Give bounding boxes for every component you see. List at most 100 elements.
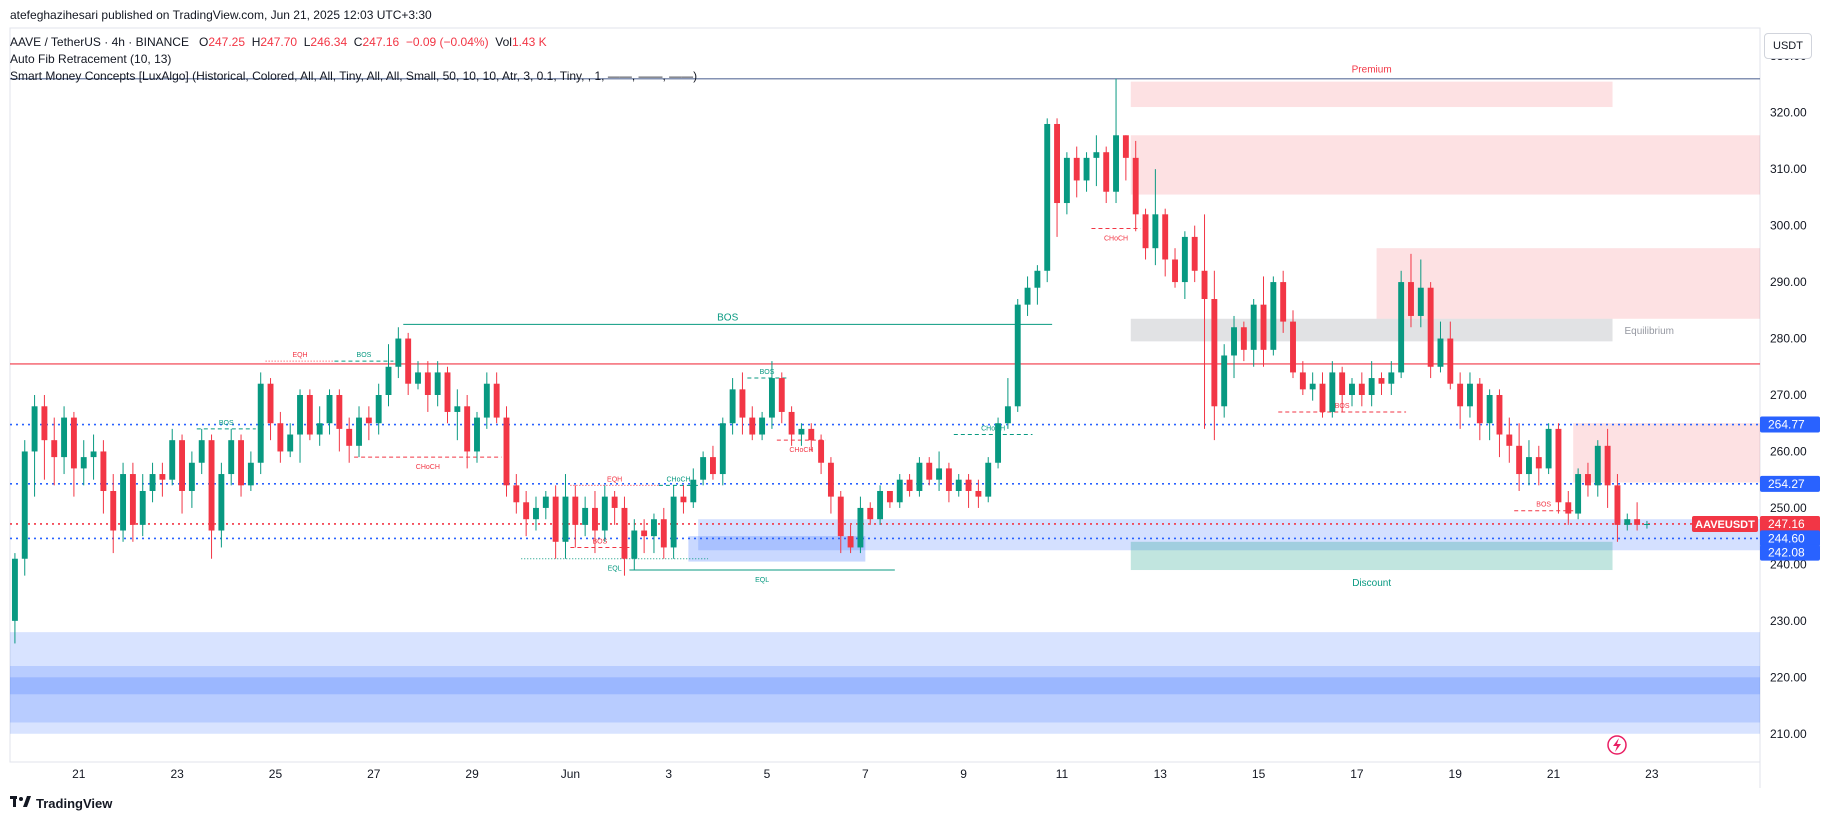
x-tick-label: 3 [665, 767, 672, 781]
candle-body [582, 507, 589, 525]
candle-body [916, 462, 923, 491]
candle-body [21, 451, 28, 559]
candle-body [621, 507, 628, 559]
x-tick-label: 5 [764, 767, 771, 781]
candle-body [110, 490, 117, 531]
candle-body [788, 411, 795, 435]
candle-body [444, 372, 451, 412]
y-tick-label: 250.00 [1770, 501, 1807, 515]
zone-box [688, 536, 866, 562]
close-label: C [353, 35, 363, 49]
candle-body [798, 428, 805, 435]
candle-body [1486, 395, 1493, 424]
candle-body [100, 451, 107, 491]
candle-body [503, 417, 510, 486]
candle-body [1290, 321, 1296, 373]
candle-body [297, 395, 303, 435]
candle-body [837, 496, 844, 537]
x-tick-label: 29 [465, 767, 479, 781]
zone-box [1376, 248, 1760, 319]
candle-body [1191, 236, 1198, 271]
structure-label: BOS [1536, 502, 1551, 509]
candle-body [120, 474, 127, 531]
structure-label: EQH [292, 352, 307, 359]
close-value: 247.16 [362, 35, 400, 49]
candle-body [1565, 502, 1572, 514]
candle-body [641, 530, 648, 537]
candle-body [149, 474, 156, 491]
candle-body [247, 462, 254, 486]
candle-body [660, 519, 667, 548]
y-tick-label: 290.00 [1770, 275, 1807, 289]
candle-body [483, 383, 490, 418]
x-tick-label: 21 [72, 767, 86, 781]
candle-body [1034, 270, 1041, 288]
tradingview-logo-icon [10, 796, 32, 811]
y-tick-label: 240.00 [1770, 557, 1807, 571]
candle-body [1201, 270, 1208, 300]
candle-body [129, 474, 136, 525]
x-tick-label: 23 [170, 767, 184, 781]
candle-body [1358, 383, 1365, 395]
x-tick-label: 27 [367, 767, 381, 781]
candle-body [1132, 157, 1139, 215]
candle-body [611, 496, 618, 508]
candle-body [336, 395, 343, 429]
candle-body [1221, 355, 1228, 407]
x-tick-label: 15 [1252, 767, 1266, 781]
low-value: 246.34 [310, 35, 348, 49]
candle-body [1594, 445, 1601, 486]
candle-body [1526, 457, 1532, 475]
candle-body [710, 457, 716, 475]
candle-body [1231, 327, 1237, 356]
candle-body [11, 558, 18, 621]
candle-body [886, 490, 893, 503]
candle-body [41, 406, 48, 441]
symbol-legend[interactable]: AAVE / TetherUS · 4h · BINANCE O247.25 H… [10, 35, 547, 49]
tradingview-logo[interactable]: TradingView [10, 796, 112, 811]
candle-body [985, 462, 992, 497]
change-value: −0.09 (−0.04%) [405, 35, 489, 49]
candle-body [749, 417, 756, 435]
structure-label: EQH [607, 476, 622, 483]
open-value: 247.25 [208, 35, 246, 49]
candle-body [434, 372, 441, 395]
zone-box [1130, 541, 1613, 571]
candle-body [1575, 474, 1582, 514]
candle-body [1467, 383, 1473, 407]
x-tick-label: 11 [1056, 767, 1069, 781]
candle-body [768, 378, 775, 418]
candle-body [562, 496, 569, 542]
candle-body [1545, 428, 1552, 469]
candle-body [739, 389, 746, 418]
candle-body [454, 406, 461, 412]
candle-body [601, 496, 608, 531]
price-tag [1760, 544, 1820, 561]
low-label: L [303, 35, 311, 49]
candle-body [995, 423, 1002, 463]
candle-body [424, 372, 431, 395]
candle-body [926, 462, 933, 480]
candle-body [1063, 157, 1070, 204]
structure-label: CHoCH [1104, 235, 1128, 242]
x-tick-label: 13 [1154, 767, 1168, 781]
currency-button[interactable]: USDT [1764, 33, 1812, 59]
candle-body [277, 423, 284, 452]
candle-body [513, 485, 520, 503]
candle-body [385, 366, 392, 395]
y-tick-label: 280.00 [1770, 332, 1807, 346]
candle-body [827, 462, 834, 497]
indicator-fib-legend[interactable]: Auto Fib Retracement (10, 13) [10, 52, 172, 66]
candle-body [1181, 236, 1188, 283]
candle-body [1093, 152, 1100, 158]
y-tick-label: 320.00 [1770, 106, 1807, 120]
candle-body [1113, 135, 1119, 192]
candle-body [1447, 338, 1454, 384]
zone-label: Discount [1352, 578, 1391, 589]
candle-body [847, 536, 854, 548]
candle-body [287, 434, 294, 452]
indicator-smc-legend[interactable]: Smart Money Concepts [LuxAlgo] (Historic… [10, 69, 698, 83]
y-tick-label: 220.00 [1770, 670, 1807, 684]
candle-body [1624, 519, 1631, 525]
